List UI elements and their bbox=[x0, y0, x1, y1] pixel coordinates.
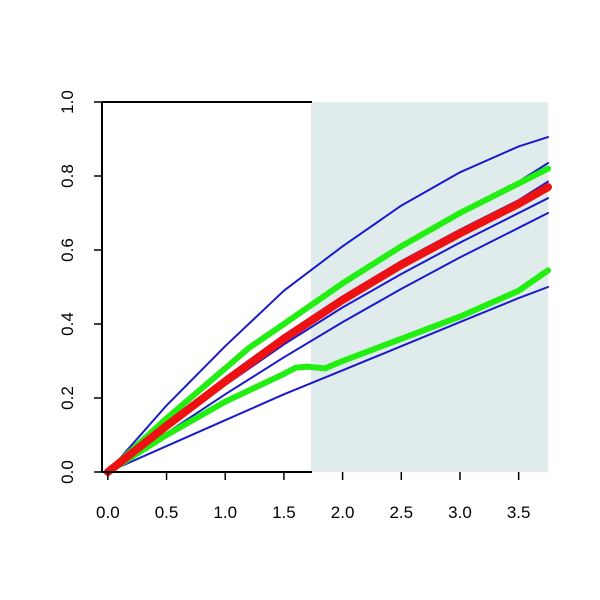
y-tick-label: 0.0 bbox=[58, 460, 77, 484]
y-axis-ticks: 0.0 0.2 0.4 0.6 0.8 1.0 bbox=[58, 90, 102, 484]
x-tick-label: 1.0 bbox=[213, 503, 237, 522]
shaded-region bbox=[310, 102, 548, 472]
x-tick-label: 1.5 bbox=[272, 503, 296, 522]
y-tick-label: 0.6 bbox=[58, 238, 77, 262]
y-tick-label: 0.8 bbox=[58, 164, 77, 188]
series-line-7 bbox=[104, 165, 551, 475]
x-axis-ticks: 0.0 0.5 1.0 1.5 2.0 2.5 3.0 3.5 bbox=[96, 472, 530, 522]
x-tick-label: 2.0 bbox=[331, 503, 355, 522]
x-tick-label: 0.5 bbox=[155, 503, 179, 522]
series-line-6 bbox=[106, 286, 549, 473]
x-tick-label: 3.5 bbox=[507, 503, 531, 522]
series-line-1 bbox=[106, 136, 549, 473]
series-line-5 bbox=[106, 212, 549, 473]
y-tick-label: 1.0 bbox=[58, 90, 77, 114]
y-tick-label: 0.4 bbox=[58, 312, 77, 336]
series-layer bbox=[103, 136, 552, 476]
x-tick-label: 0.0 bbox=[96, 503, 120, 522]
x-tick-label: 2.5 bbox=[389, 503, 413, 522]
series-line-9 bbox=[103, 183, 552, 476]
y-tick-label: 0.2 bbox=[58, 386, 77, 410]
series-line-8 bbox=[104, 267, 551, 475]
x-tick-label: 3.0 bbox=[448, 503, 472, 522]
